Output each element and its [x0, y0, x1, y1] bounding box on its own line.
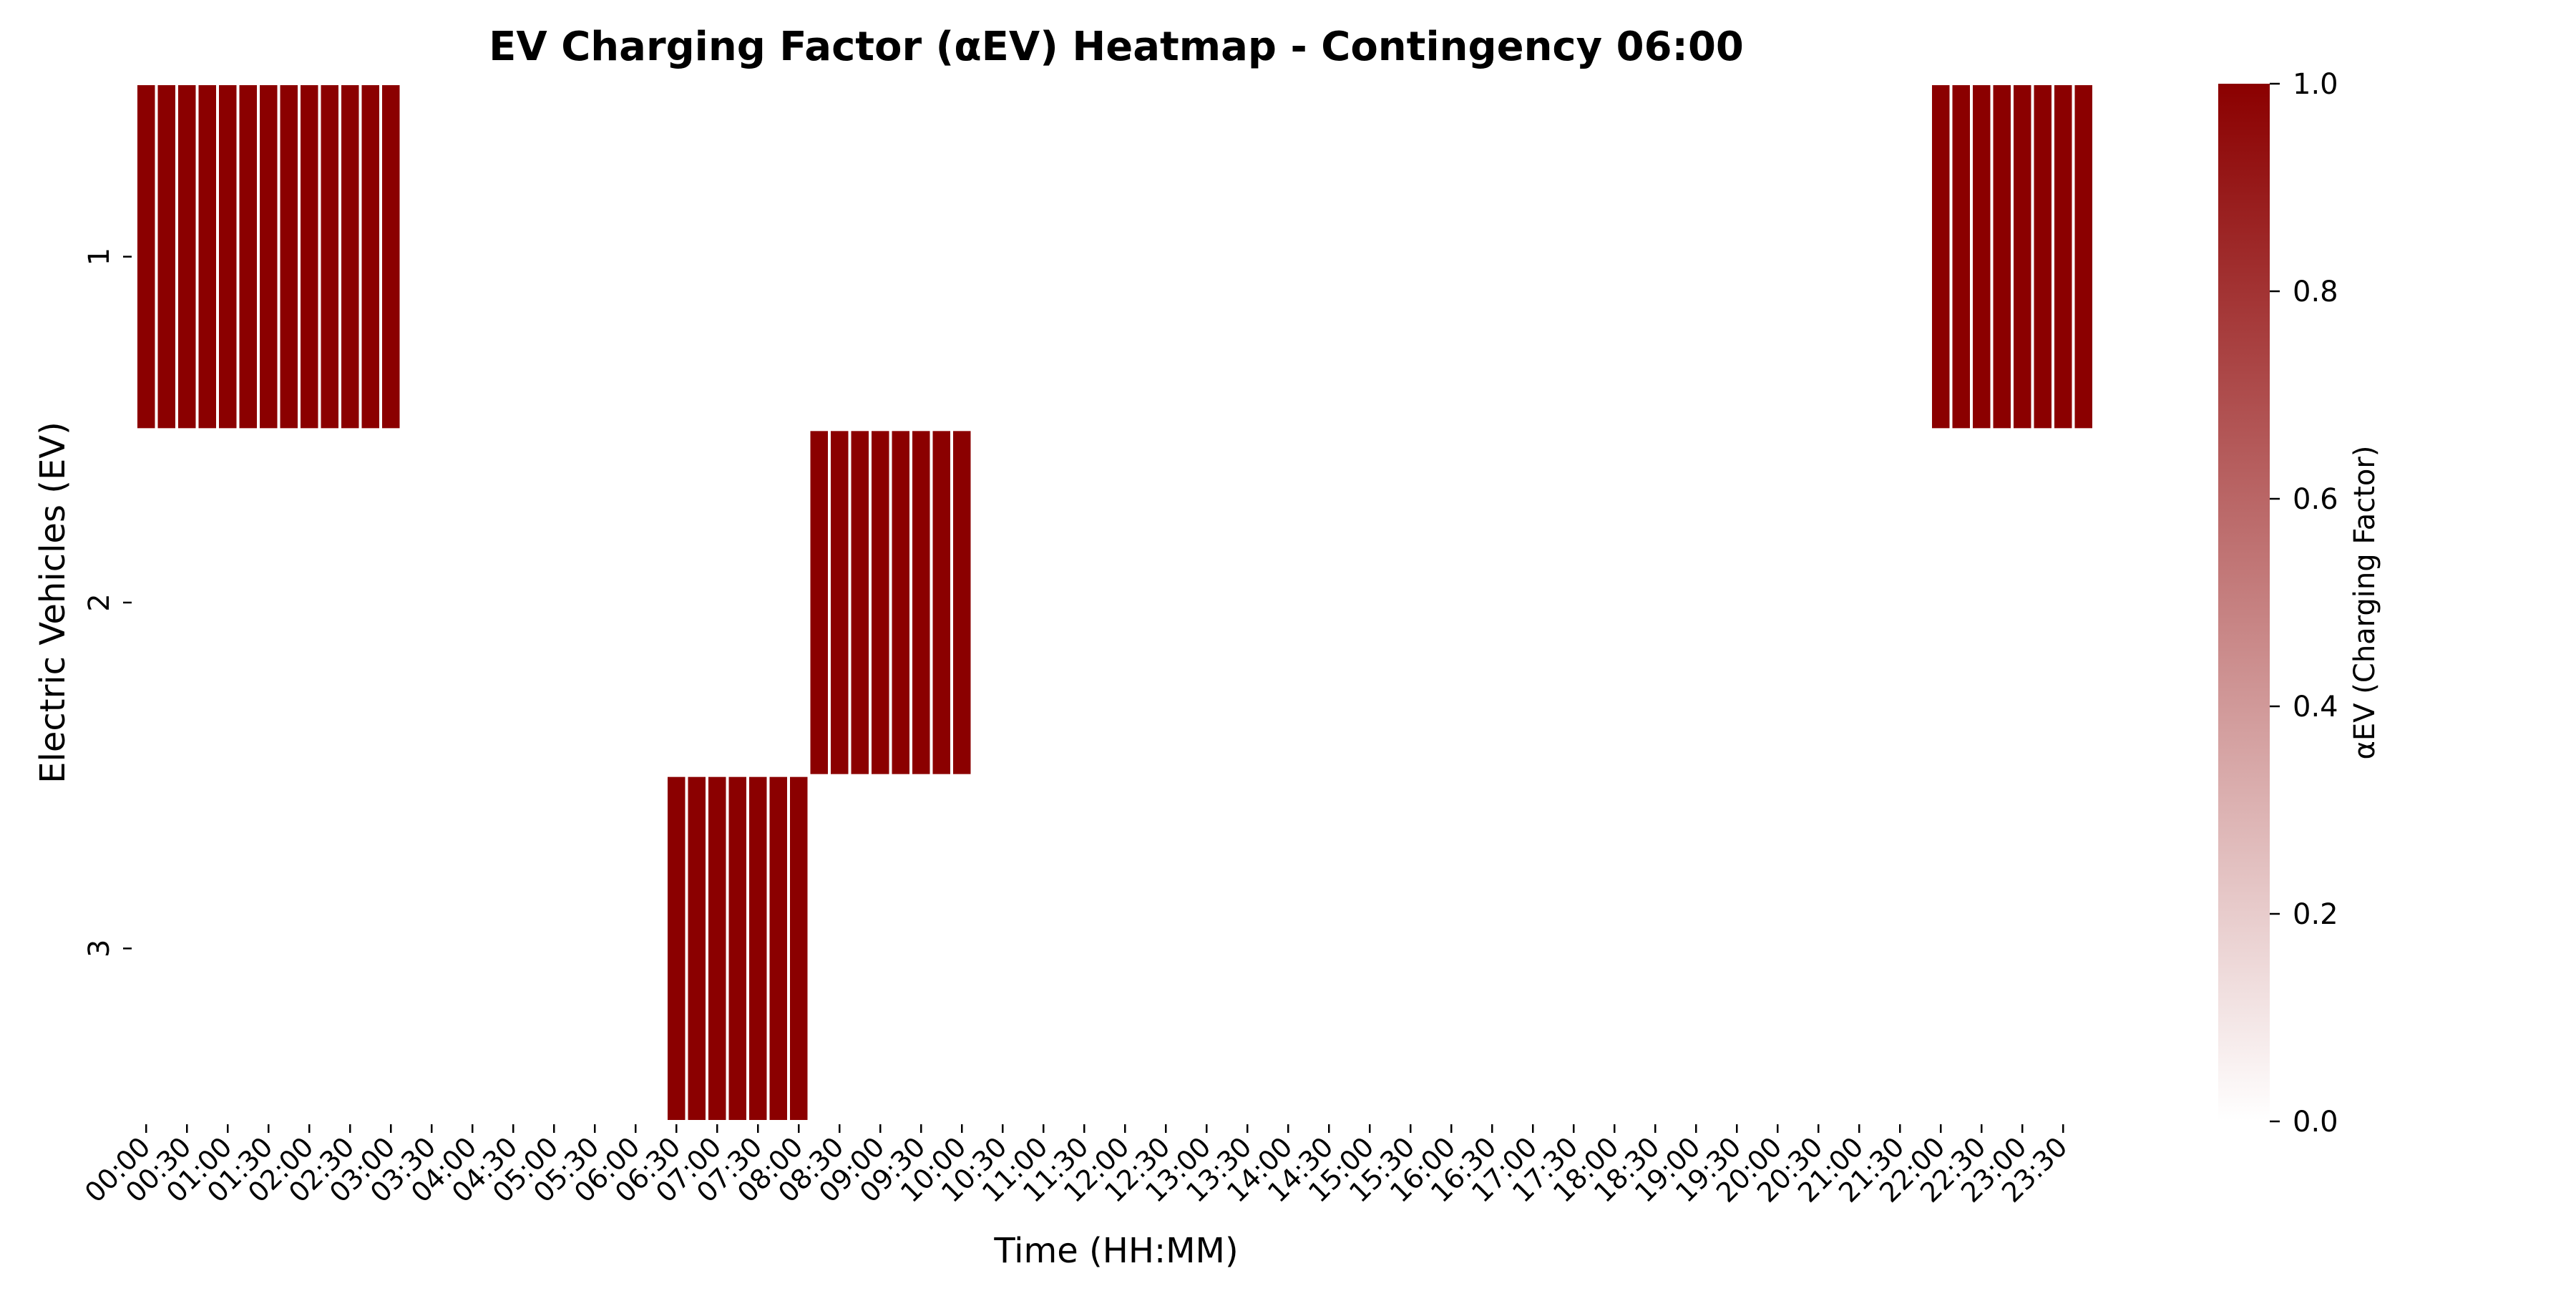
heatmap-cell	[338, 82, 362, 432]
colorbar-tick-label: 0.0	[2293, 1106, 2338, 1139]
heatmap-cell	[889, 428, 912, 777]
colorbar-ticks: 0.0 0.2 0.4 0.6 0.8 1.0	[2270, 68, 2338, 1139]
heatmap-cell	[766, 774, 790, 1123]
heatmap-cell	[257, 82, 280, 432]
heatmap-cell	[1929, 82, 1953, 432]
heatmap-cell	[135, 82, 158, 432]
heatmap-cell	[746, 774, 770, 1123]
heatmap-cell	[195, 82, 219, 432]
heatmap-cell	[950, 428, 974, 777]
heatmap-cell	[2072, 82, 2095, 432]
heatmap-cell	[828, 428, 852, 777]
chart-title: EV Charging Factor (αEV) Heatmap - Conti…	[489, 24, 1744, 70]
x-axis-label: Time (HH:MM)	[993, 1231, 1238, 1271]
heatmap-cell	[1949, 82, 1973, 432]
heatmap-cell	[706, 774, 729, 1123]
colorbar-tick-label: 0.2	[2293, 898, 2338, 931]
heatmap-cell	[2051, 82, 2075, 432]
heatmap-cell	[2031, 82, 2054, 432]
y-tick-label: 2	[83, 593, 116, 611]
heatmap-cell	[155, 82, 178, 432]
colorbar-label: αEV (Charging Factor)	[2348, 446, 2381, 760]
heatmap-cell	[1990, 82, 2014, 432]
y-axis-ticks: 1 2 3	[83, 248, 132, 958]
colorbar-tick-label: 0.4	[2293, 691, 2338, 724]
heatmap-cell	[909, 428, 933, 777]
y-tick-label: 1	[83, 248, 116, 265]
heatmap-cell	[1970, 82, 1994, 432]
heatmap-cell	[277, 82, 301, 432]
colorbar-tick-label: 1.0	[2293, 68, 2338, 101]
heatmap-cell	[298, 82, 321, 432]
heatmap-cell	[869, 428, 892, 777]
plot-area	[135, 82, 2095, 1123]
colorbar-tick-label: 0.8	[2293, 276, 2338, 308]
heatmap-cell	[848, 428, 872, 777]
colorbar-tick-label: 0.6	[2293, 483, 2338, 516]
heatmap-cell	[787, 774, 811, 1123]
heatmap-cell	[807, 428, 831, 777]
colorbar	[2218, 84, 2270, 1121]
heatmap-cell	[236, 82, 260, 432]
heatmap-cell	[930, 428, 953, 777]
y-axis-label: Electric Vehicles (EV)	[33, 422, 73, 784]
heatmap-cell	[2011, 82, 2034, 432]
x-axis-ticks: 00:0000:3001:0001:3002:0002:3003:0003:30…	[79, 1124, 2074, 1209]
heatmap-cell	[175, 82, 199, 432]
heatmap-cell	[665, 774, 688, 1123]
heatmap-cell	[379, 82, 403, 432]
heatmap-cell	[318, 82, 341, 432]
heatmap-cell	[685, 774, 708, 1123]
y-tick-label: 3	[83, 940, 116, 958]
heatmap-cell	[358, 82, 382, 432]
heatmap-cell	[216, 82, 240, 432]
heatmap-cell	[726, 774, 749, 1123]
